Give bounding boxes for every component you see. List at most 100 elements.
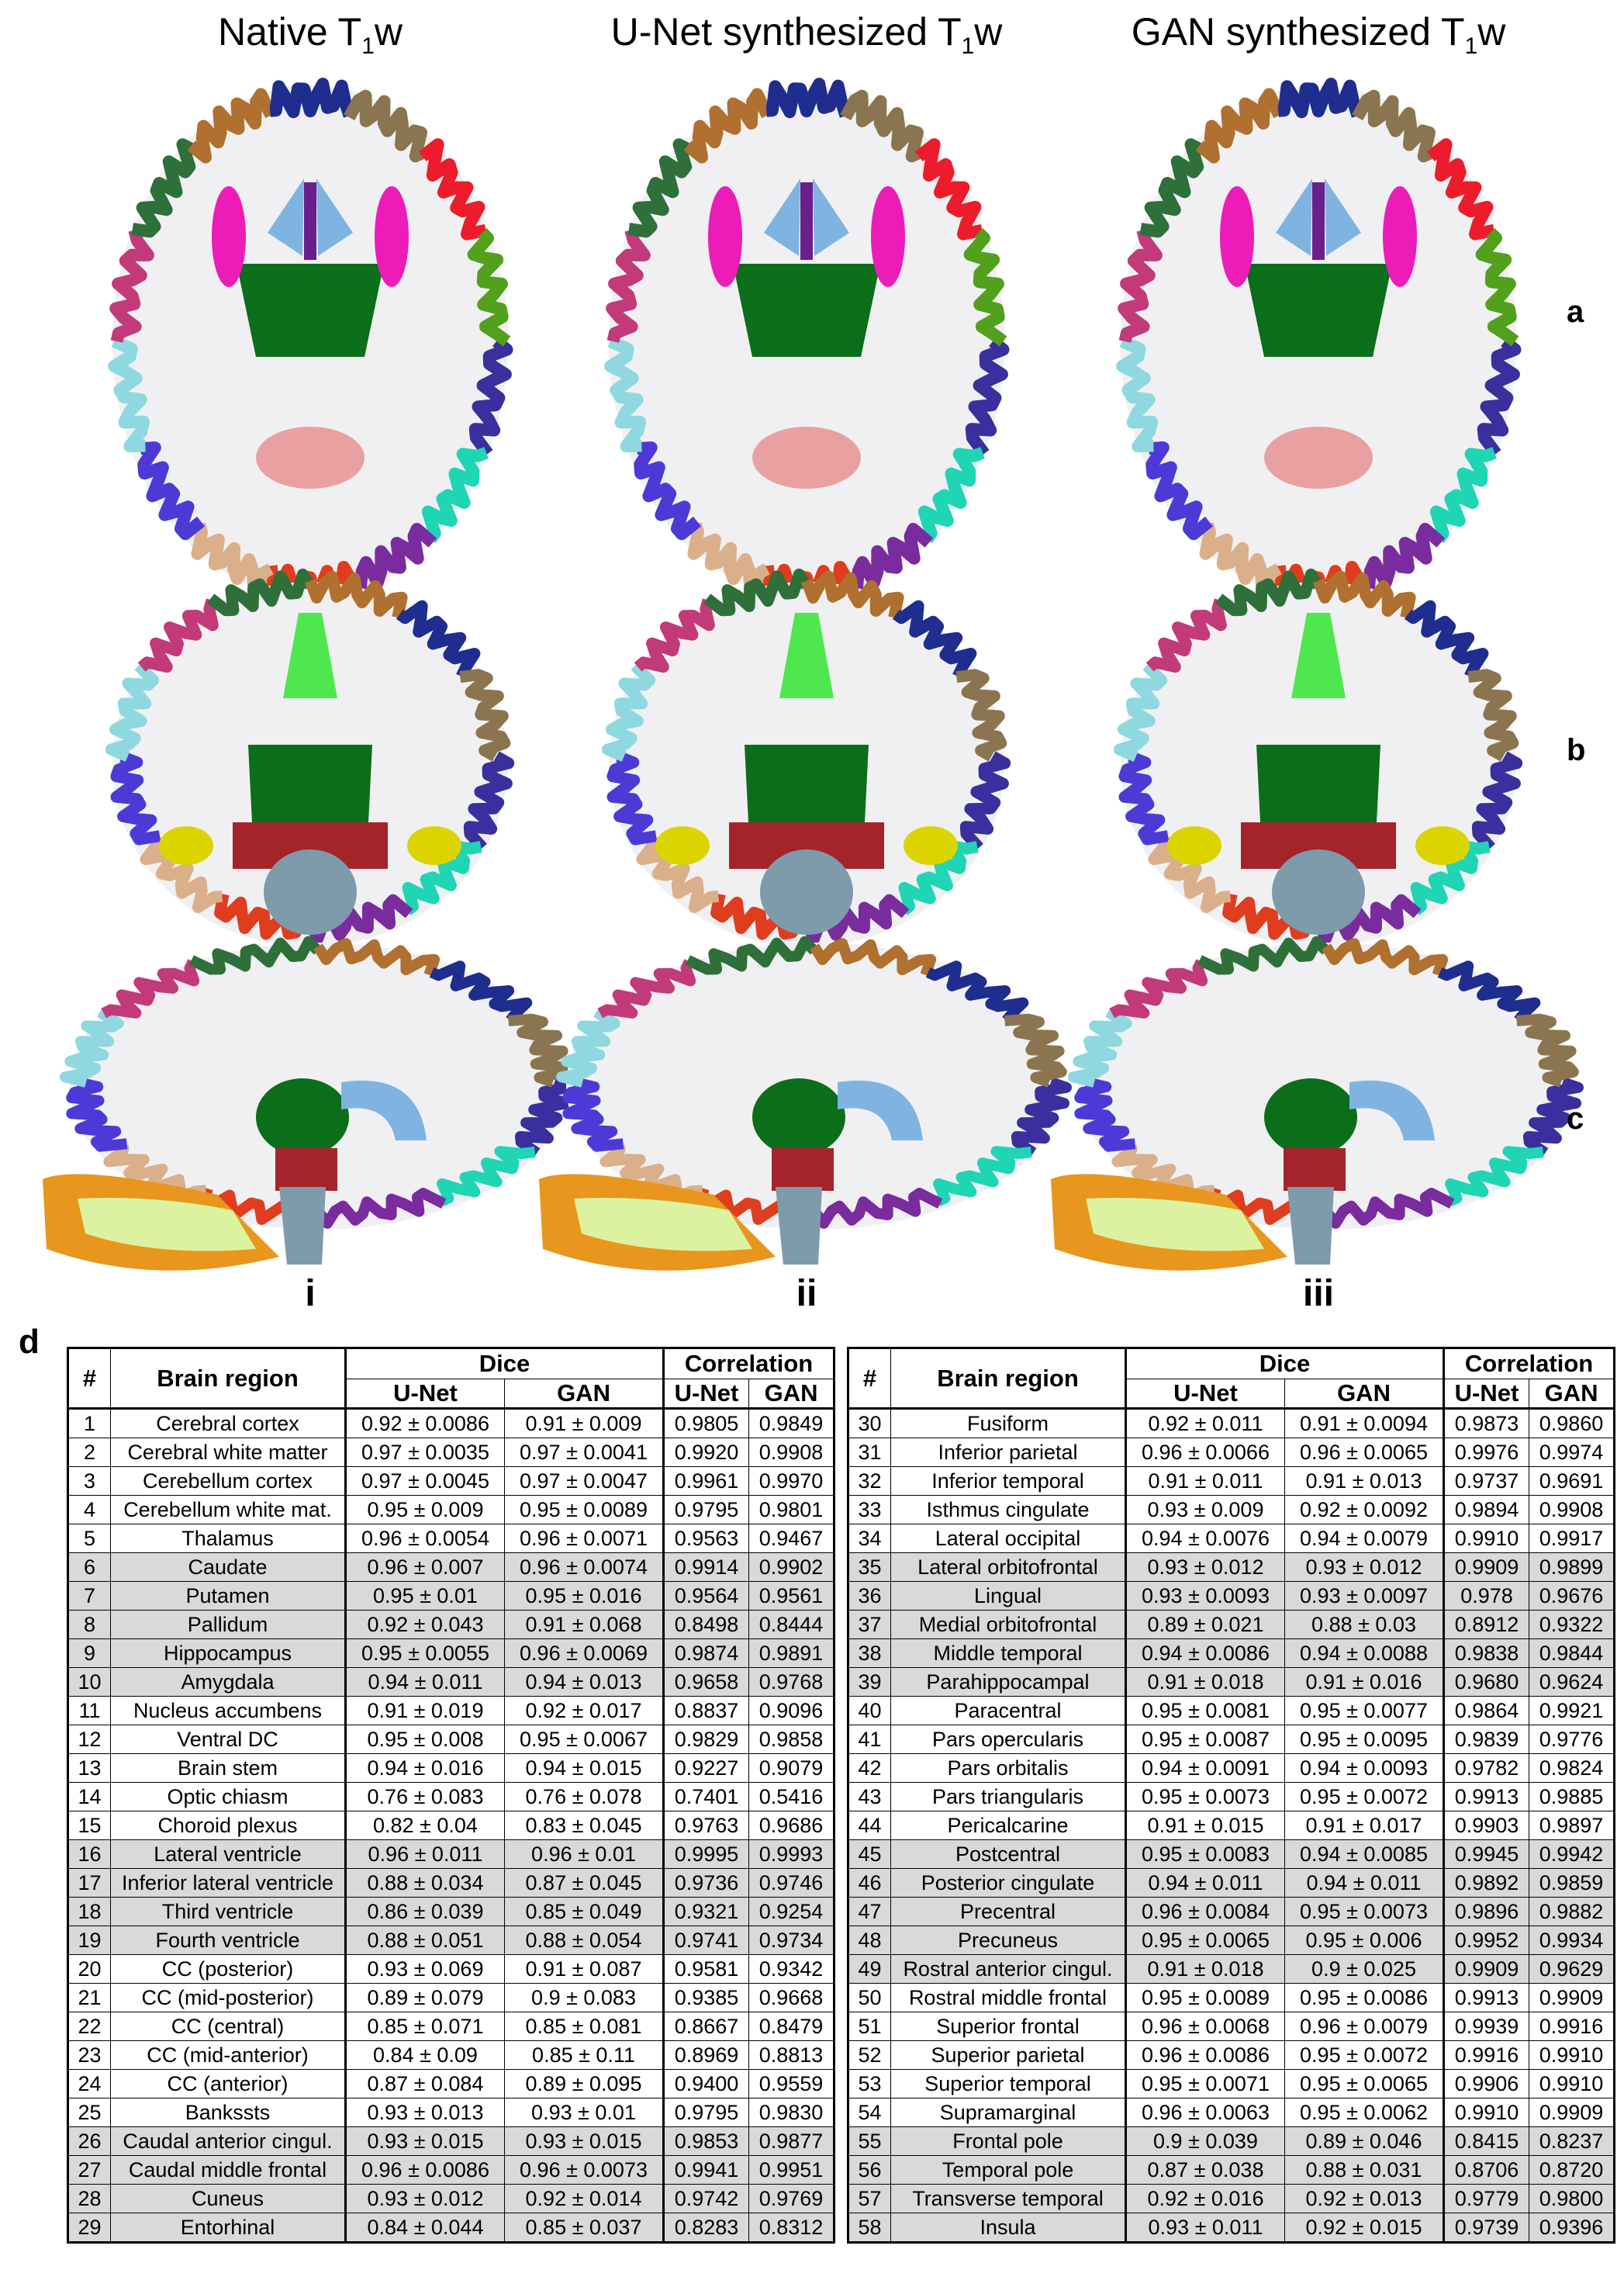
table-row: 3 Cerebellum cortex 0.97 ± 0.0045 0.97 ± 0.… (67, 1466, 835, 1496)
slice-3-coronal-cortex-region (1222, 893, 1324, 940)
table-row: 8 Pallidum 0.92 ± 0.043 0.91 ± 0.068 0.8498 0… (67, 1610, 835, 1639)
row-number: 51 (848, 2012, 891, 2041)
dice-gan-cell: 0.91 ± 0.017 (1284, 1811, 1446, 1840)
slice-3-sagittal-cortex-region (1445, 1146, 1544, 1207)
row-number: 24 (67, 2069, 111, 2099)
column-label-ii: ii (796, 1273, 817, 1314)
slice-1-coronal-cortex-region (396, 600, 481, 680)
row-number: 40 (848, 1696, 891, 1725)
corr-gan-cell: 0.9079 (748, 1753, 835, 1783)
corr-gan-cell: 0.8813 (748, 2040, 835, 2070)
corr-gan-cell: 0.9902 (748, 1552, 835, 1582)
corr-gan-cell: 0.9849 (748, 1408, 835, 1438)
row-number: 54 (848, 2098, 891, 2127)
brain-region-cell: Inferior parietal (890, 1438, 1127, 1467)
slice-3-sagittal-cortex-region (1516, 1013, 1579, 1088)
slice-3-sagittal-thalamus (1264, 1078, 1357, 1156)
row-number: 9 (67, 1638, 111, 1668)
slice-2-coronal-cortex-region (601, 661, 656, 762)
slice-3-sagittal-cortex-region (1322, 938, 1449, 977)
slice-3-axial-cortex-region (1139, 138, 1206, 238)
row-number: 38 (848, 1638, 891, 1668)
dice-table-right: # Brain region Dice Correlation U-Net GA… (847, 1347, 1616, 2244)
row-number: 15 (67, 1811, 111, 1840)
slice-1-sagittal-cortex-region (313, 1188, 447, 1229)
dice-gan-cell: 0.91 ± 0.016 (1284, 1667, 1446, 1697)
corr-gan-cell: 0.9691 (1529, 1466, 1615, 1496)
table-row: 55 Frontal pole 0.9 ± 0.039 0.89 ± 0.046 0.8… (848, 2126, 1615, 2156)
corr-gan-cell: 0.9830 (748, 2098, 835, 2127)
table-row: 12 Ventral DC 0.95 ± 0.008 0.95 ± 0.0067 0.9… (67, 1725, 835, 1754)
corr-gan-cell: 0.9776 (1529, 1725, 1615, 1754)
dice-unet-cell: 0.95 ± 0.0083 (1125, 1839, 1285, 1869)
brain-region-cell: Pars opercularis (890, 1725, 1127, 1754)
row-number: 3 (67, 1466, 111, 1496)
row-number: 11 (67, 1696, 111, 1725)
corr-unet-cell: 0.9829 (663, 1725, 750, 1754)
dice-gan-cell: 0.95 ± 0.0073 (1284, 1897, 1446, 1926)
dice-gan-cell: 0.92 ± 0.017 (503, 1696, 665, 1725)
brain-region-cell: Caudate (110, 1552, 347, 1582)
header-region: Brain region (110, 1348, 347, 1409)
table-row: 42 Pars orbitalis 0.94 ± 0.0091 0.94 ± 0.00… (848, 1753, 1615, 1783)
slice-2-sagittal-thalamus (752, 1078, 845, 1156)
dice-gan-cell: 0.85 ± 0.037 (503, 2213, 665, 2243)
slice-3-sagittal-cortex-region (1067, 1007, 1132, 1088)
header-num: # (848, 1348, 891, 1409)
brain-region-cell: Supramarginal (890, 2098, 1127, 2127)
dice-gan-cell: 0.87 ± 0.045 (503, 1868, 665, 1898)
table-row: 32 Inferior temporal 0.91 ± 0.011 0.91 ± 0.… (848, 1466, 1615, 1496)
table-row: 22 CC (central) 0.85 ± 0.071 0.85 ± 0.081 0.… (67, 2012, 835, 2041)
corr-unet-cell: 0.8837 (663, 1696, 750, 1725)
dice-unet-cell: 0.95 ± 0.0073 (1125, 1782, 1285, 1811)
dice-gan-cell: 0.76 ± 0.078 (503, 1782, 665, 1811)
corr-gan-cell: 0.9254 (748, 1897, 835, 1926)
dice-gan-cell: 0.88 ± 0.031 (1284, 2155, 1446, 2185)
row-number: 22 (67, 2012, 111, 2041)
corr-unet-cell: 0.9782 (1443, 1753, 1530, 1783)
dice-unet-cell: 0.96 ± 0.0068 (1125, 2012, 1285, 2041)
slice-3-axial-cortex-region (1195, 88, 1285, 164)
dice-unet-cell: 0.95 ± 0.0071 (1125, 2069, 1285, 2099)
table-row: 41 Pars opercularis 0.95 ± 0.0087 0.95 ± 0.… (848, 1725, 1615, 1754)
slice-3-sagittal-cortex-region (1074, 1077, 1136, 1152)
header-correlation: Correlation (1443, 1348, 1615, 1379)
dice-unet-cell: 0.95 ± 0.008 (345, 1725, 505, 1754)
dice-gan-cell: 0.89 ± 0.046 (1284, 2126, 1446, 2156)
corr-unet-cell: 0.9839 (1443, 1725, 1530, 1754)
dice-unet-cell: 0.94 ± 0.0091 (1125, 1753, 1285, 1783)
corr-gan-cell: 0.9877 (748, 2126, 835, 2156)
table-row: 54 Supramarginal 0.96 ± 0.0063 0.95 ± 0.006… (848, 2098, 1615, 2127)
dice-gan-cell: 0.95 ± 0.0095 (1284, 1725, 1446, 1754)
row-number: 56 (848, 2155, 891, 2185)
row-number: 12 (67, 1725, 111, 1754)
dice-unet-cell: 0.89 ± 0.021 (1125, 1610, 1285, 1639)
dice-unet-cell: 0.96 ± 0.0054 (345, 1524, 505, 1553)
slice-2-axial-cortex-region (840, 89, 925, 163)
corr-unet-cell: 0.9906 (1443, 2069, 1530, 2099)
corr-gan-cell: 0.8237 (1529, 2126, 1615, 2156)
header-num: # (67, 1348, 111, 1409)
table-row: 13 Brain stem 0.94 ± 0.016 0.94 ± 0.015 0.92… (67, 1753, 835, 1783)
row-number: 16 (67, 1839, 111, 1869)
row-number: 42 (848, 1753, 891, 1783)
corr-gan-cell: 0.9916 (1529, 2012, 1615, 2041)
corr-unet-cell: 0.9873 (1443, 1408, 1530, 1438)
dice-unet-cell: 0.92 ± 0.011 (1125, 1408, 1285, 1438)
row-number: 36 (848, 1581, 891, 1611)
corr-unet-cell: 0.8912 (1443, 1610, 1530, 1639)
slice-3-axial-cortex-region (1426, 138, 1495, 240)
corr-gan-cell: 0.5416 (748, 1782, 835, 1811)
slice-1-sagittal-cortex-region (429, 960, 533, 1024)
slice-1-axial-cortex-region (421, 447, 489, 544)
table-row: 28 Cuneus 0.93 ± 0.012 0.92 ± 0.014 0.9742 0.… (67, 2184, 835, 2213)
slice-3-sagittal-cortex-region (1522, 1077, 1584, 1157)
slice-1-coronal-brainstem (264, 849, 357, 935)
dice-unet-cell: 0.94 ± 0.016 (345, 1753, 505, 1783)
slice-3-sagittal-cerebellum-white-matter (1086, 1198, 1264, 1251)
table-row: 24 CC (anterior) 0.87 ± 0.084 0.89 ± 0.095 0… (67, 2069, 835, 2099)
dice-unet-cell: 0.93 ± 0.069 (345, 1954, 505, 1984)
table-row: 48 Precuneus 0.95 ± 0.0065 0.95 ± 0.006 0.99… (848, 1926, 1615, 1955)
slice-2-axial-cortex-region (604, 335, 647, 453)
slice-3-sagittal-ventral-dc (1284, 1148, 1346, 1191)
